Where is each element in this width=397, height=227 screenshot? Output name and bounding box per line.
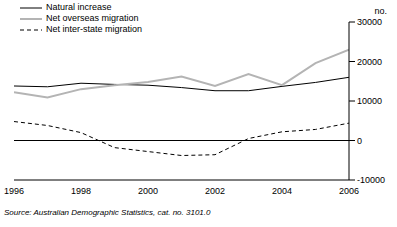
svg-text:2004: 2004 <box>272 186 292 196</box>
html-text:no.: no. <box>374 6 387 16</box>
svg-text:1996: 1996 <box>8 186 24 196</box>
html-text:Source: Australian Demographic: Source: Australian Demographic Statistic… <box>4 208 211 217</box>
svg-text:1998: 1998 <box>71 186 91 196</box>
svg-text:30000: 30000 <box>357 17 382 27</box>
svg-text:20000: 20000 <box>357 57 382 67</box>
svg-text:0: 0 <box>357 136 362 146</box>
html-text:Natural increase: Natural increase <box>46 2 112 12</box>
html-text:Net overseas migration: Net overseas migration <box>46 13 139 23</box>
svg-text:2006: 2006 <box>339 186 359 196</box>
svg-text:2002: 2002 <box>205 186 225 196</box>
svg-text:-10000: -10000 <box>357 175 385 185</box>
html-text:Net inter-state migration: Net inter-state migration <box>46 24 142 34</box>
svg-text:2000: 2000 <box>138 186 158 196</box>
svg-text:10000: 10000 <box>357 96 382 106</box>
